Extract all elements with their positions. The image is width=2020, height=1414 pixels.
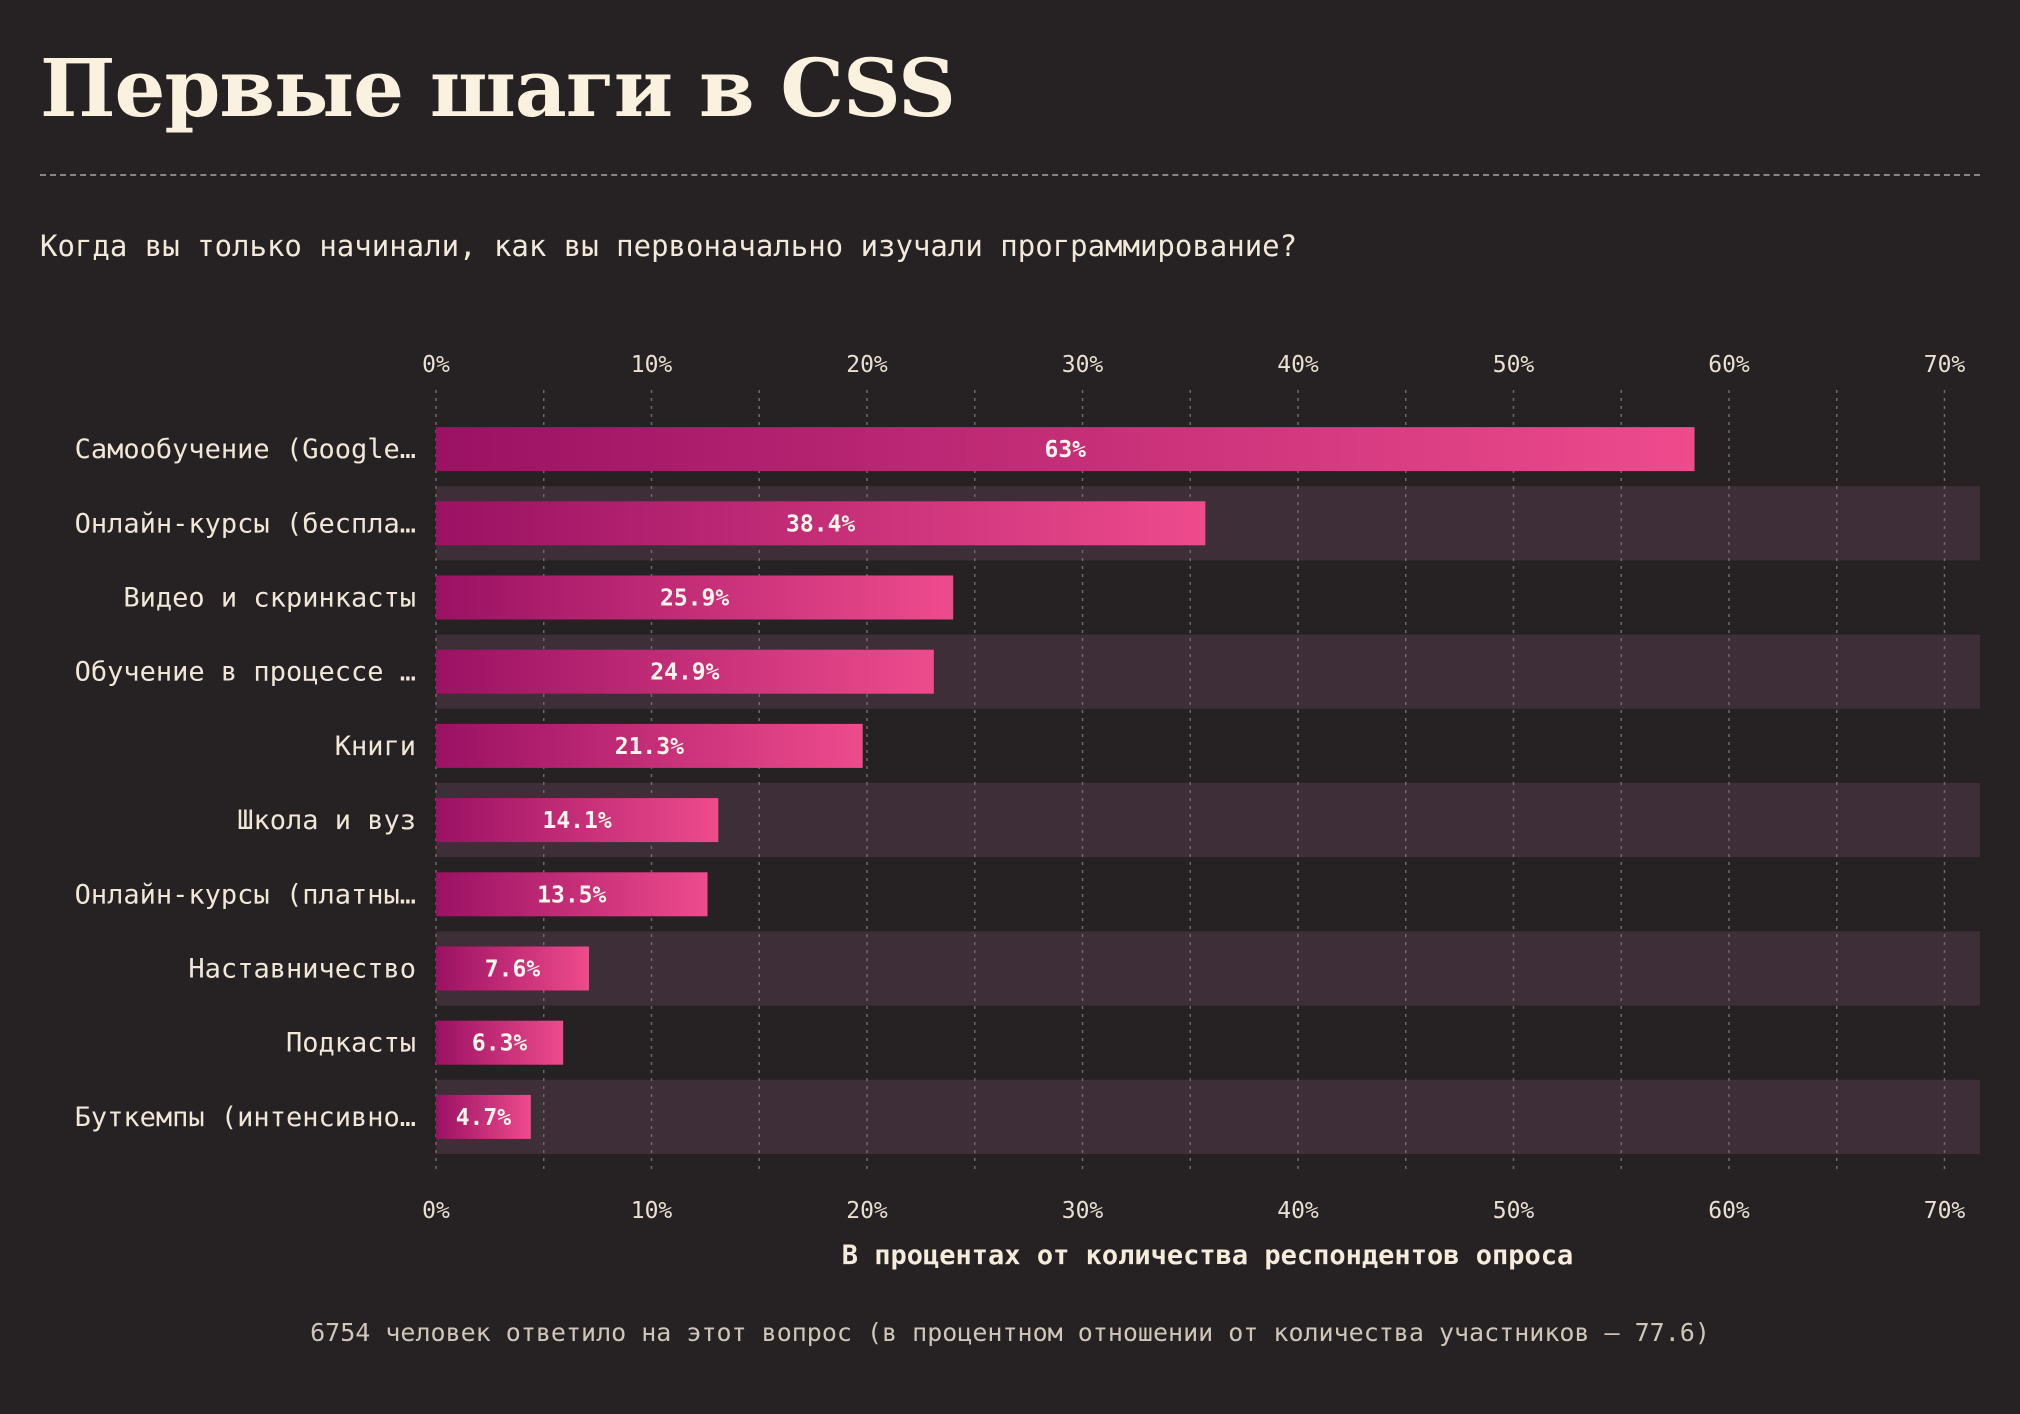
- tick-label-top: 0%: [422, 352, 450, 378]
- bar: [436, 501, 1206, 546]
- bar-value-label: 24.9%: [650, 660, 719, 686]
- bar-value-label: 6.3%: [472, 1031, 528, 1057]
- bar-value-label: 14.1%: [543, 808, 612, 834]
- category-labels: Самообучение (Google… Онлайн-курсы (беспл…: [75, 434, 416, 1133]
- bars: 63% 38.4% 25.9% 24.9% 21.3% 14.1% 13.5% 7.6% 6.3…: [436, 427, 1695, 1139]
- tick-label-top: 30%: [1062, 352, 1104, 378]
- category-label: Самообучение (Google…: [75, 434, 416, 465]
- tick-label-top: 60%: [1708, 352, 1750, 378]
- bar: [436, 1020, 564, 1065]
- tick-label-top: 50%: [1493, 352, 1535, 378]
- category-label: Видео и скринкасты: [123, 583, 416, 614]
- survey-question: Когда вы только начинали, как вы первона…: [40, 229, 1298, 263]
- top-tick-labels: 0% 10% 20% 30% 40% 50% 60% 70%: [422, 352, 1965, 378]
- bar: [436, 872, 708, 917]
- bar: [436, 649, 934, 694]
- tick-label-top: 20%: [846, 352, 888, 378]
- bar-value-label: 38.4%: [786, 511, 855, 537]
- row-band: [436, 931, 1980, 1006]
- bar: [436, 798, 719, 843]
- bar-value-label: 7.6%: [485, 957, 541, 983]
- bar: [436, 1094, 531, 1139]
- bar: [436, 946, 590, 991]
- category-label: Онлайн-курсы (беспла…: [75, 508, 416, 539]
- tick-label-top: 10%: [631, 352, 673, 378]
- tick-label-bottom: 10%: [631, 1198, 673, 1224]
- tick-label-bottom: 40%: [1277, 1198, 1319, 1224]
- tick-label-bottom: 20%: [846, 1198, 888, 1224]
- bar-value-label: 4.7%: [456, 1105, 512, 1131]
- bar-value-label: 63%: [1044, 437, 1086, 463]
- category-label: Обучение в процессе …: [75, 657, 416, 688]
- tick-label-top: 70%: [1924, 352, 1966, 378]
- category-label: Буткемпы (интенсивно…: [75, 1102, 416, 1133]
- footnote: 6754 человек ответило на этот вопрос (в …: [310, 1318, 1710, 1347]
- bottom-tick-labels: 0% 10% 20% 30% 40% 50% 60% 70%: [422, 1198, 1965, 1224]
- title-divider: [40, 174, 1980, 176]
- bar: [436, 427, 1695, 472]
- bar-value-label: 13.5%: [537, 882, 606, 908]
- x-axis-label: В процентах от количества респондентов о…: [841, 1240, 1574, 1271]
- category-label: Школа и вуз: [237, 805, 416, 836]
- tick-label-bottom: 60%: [1708, 1198, 1750, 1224]
- tick-label-bottom: 70%: [1924, 1198, 1966, 1224]
- category-label: Наставничество: [188, 954, 416, 985]
- bar: [436, 723, 863, 768]
- category-label: Подкасты: [286, 1028, 416, 1059]
- bar-value-label: 21.3%: [615, 734, 684, 760]
- category-label: Книги: [335, 731, 416, 762]
- tick-label-top: 40%: [1277, 352, 1319, 378]
- tick-label-bottom: 30%: [1062, 1198, 1104, 1224]
- tick-label-bottom: 50%: [1493, 1198, 1535, 1224]
- bar-value-label: 25.9%: [660, 586, 729, 612]
- bar: [436, 575, 954, 620]
- tick-label-bottom: 0%: [422, 1198, 450, 1224]
- category-label: Онлайн-курсы (платны…: [75, 879, 416, 910]
- page-title: Первые шаги в CSS: [40, 41, 956, 135]
- row-band: [436, 1079, 1980, 1154]
